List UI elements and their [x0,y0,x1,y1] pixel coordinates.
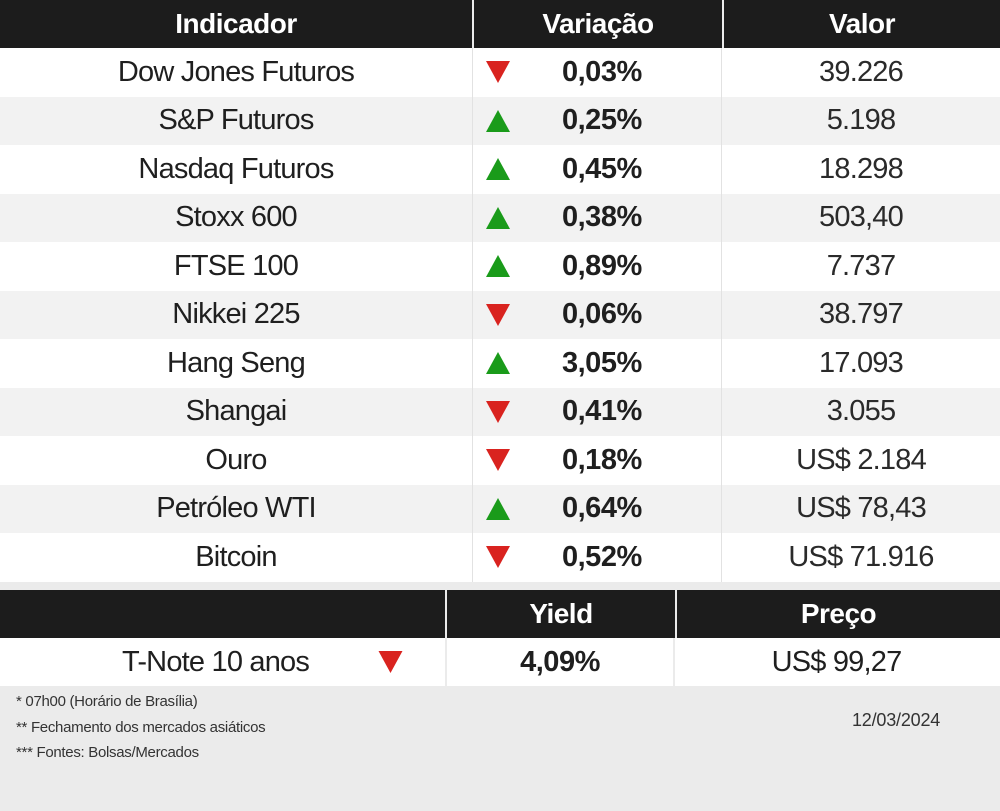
table-row: Stoxx 600 0,38% 503,40 [0,193,1000,242]
indicator-name: Stoxx 600 [175,201,298,234]
footnote-asia: ** Fechamento dos mercados asiáticos [16,719,266,736]
indicator-value: 7.737 [826,249,896,282]
indicator-name: Nikkei 225 [172,298,300,331]
bond-indicator-cell: T-Note 10 anos [0,638,445,686]
bond-row: T-Note 10 anos 4,09% US$ 99,27 [0,638,1000,686]
table-row: Petróleo WTI 0,64% US$ 78,43 [0,484,1000,533]
variation-percent: 0,89% [562,249,642,282]
indicator-name: FTSE 100 [173,249,299,282]
indicator-value: 18.298 [819,152,904,185]
triangle-up-icon [486,206,510,229]
table-row: Nasdaq Futuros 0,45% 18.298 [0,145,1000,194]
table-header: Indicador Variação Valor [0,0,1000,48]
report-date: 12/03/2024 [852,710,941,730]
footnote-time: * 07h00 (Horário de Brasília) [16,693,198,710]
header-divider [722,0,724,48]
header-price: Preço [800,598,877,629]
header-value: Valor [829,8,895,39]
table-row: Dow Jones Futuros 0,03% 39.226 [0,48,1000,97]
bond-name: T-Note 10 anos [122,646,310,678]
triangle-down-icon [486,449,510,472]
variation-cell: 0,18% [472,436,722,485]
table-row: Ouro 0,18% US$ 2.184 [0,436,1000,485]
indicator-table-body: Dow Jones Futuros 0,03% 39.226 S&P Futuros 0… [0,48,1000,582]
bond-price: US$ 99,27 [771,645,903,678]
variation-percent: 0,52% [562,540,642,573]
table-row: FTSE 100 0,89% 7.737 [0,242,1000,291]
header-divider [445,590,447,638]
variation-percent: 0,64% [562,492,642,525]
variation-percent: 0,18% [562,443,642,476]
variation-cell: 0,64% [472,484,722,533]
indicator-value: US$ 71.916 [788,540,934,573]
bond-header: Yield Preço [0,590,1000,638]
table-row: Bitcoin 0,52% US$ 71.916 [0,533,1000,582]
variation-percent: 0,06% [562,298,642,331]
indicator-name: Bitcoin [195,540,277,573]
triangle-down-icon [486,61,510,84]
variation-percent: 0,38% [562,201,642,234]
indicator-value: 3.055 [826,395,896,428]
triangle-up-icon [486,158,510,181]
indicator-value: 17.093 [819,346,904,379]
variation-cell: 0,06% [472,290,722,339]
indicator-name: Shangai [185,395,288,428]
triangle-down-icon [486,400,510,423]
indicator-value: 39.226 [819,55,904,88]
indicator-value: 503,40 [819,201,904,234]
table-row: S&P Futuros 0,25% 5.198 [0,96,1000,145]
triangle-up-icon [486,109,510,132]
triangle-down-icon [486,303,510,326]
header-divider [472,0,474,48]
indicator-name: Hang Seng [167,346,306,379]
variation-percent: 0,41% [562,395,642,428]
variation-percent: 3,05% [562,346,642,379]
indicator-value: US$ 2.184 [796,443,927,476]
variation-cell: 3,05% [472,339,722,388]
header-yield: Yield [529,598,593,629]
header-divider [675,590,677,638]
variation-cell: 0,89% [472,242,722,291]
variation-cell: 0,45% [472,145,722,194]
indicator-name: Petróleo WTI [156,492,316,525]
variation-cell: 0,41% [472,387,722,436]
table-row: Nikkei 225 0,06% 38.797 [0,290,1000,339]
header-variation: Variação [542,8,654,39]
triangle-down-icon [486,546,510,569]
triangle-up-icon [486,255,510,278]
bond-yield: 4,09% [445,638,675,686]
variation-cell: 0,52% [472,533,722,582]
variation-cell: 0,25% [472,96,722,145]
triangle-up-icon [486,497,510,520]
variation-percent: 0,03% [562,55,642,88]
variation-percent: 0,25% [562,104,642,137]
variation-cell: 0,03% [472,48,722,97]
footer: * 07h00 (Horário de Brasília) ** Fechame… [0,686,1000,811]
footnote-sources: *** Fontes: Bolsas/Mercados [16,744,199,761]
indicator-value: US$ 78,43 [796,492,927,525]
indicator-value: 38.797 [819,298,904,331]
variation-cell: 0,38% [472,193,722,242]
indicator-name: Ouro [205,443,267,476]
indicator-value: 5.198 [826,104,896,137]
indicator-name: Dow Jones Futuros [117,55,355,88]
variation-percent: 0,45% [562,152,642,185]
table-row: Shangai 0,41% 3.055 [0,387,1000,436]
header-indicator: Indicador [175,8,297,39]
bond-header-blank [0,590,445,638]
table-row: Hang Seng 3,05% 17.093 [0,339,1000,388]
triangle-up-icon [486,352,510,375]
indicator-name: S&P Futuros [158,104,314,137]
indicator-name: Nasdaq Futuros [138,152,334,185]
triangle-down-icon [378,651,403,673]
